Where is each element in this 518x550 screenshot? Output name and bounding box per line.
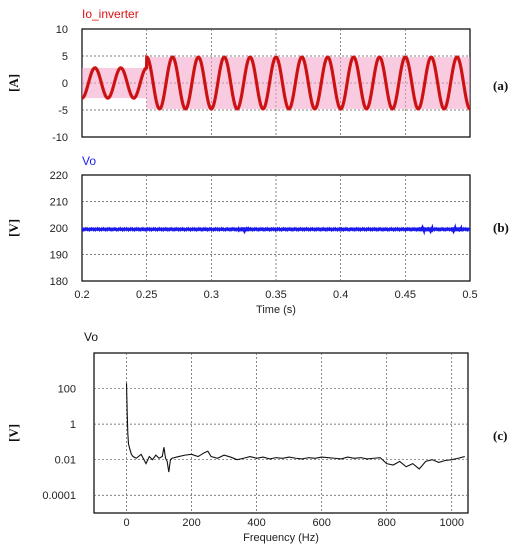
- x-tick-label: 1000: [439, 517, 463, 529]
- plot-area: [82, 223, 470, 236]
- chart-title: Vo: [84, 330, 98, 344]
- y-tick-label: 200: [50, 223, 68, 235]
- y-tick-label: 180: [50, 276, 68, 288]
- y-axis-label: [A]: [6, 74, 21, 92]
- chart-panel-b: 220 210 200 190 180 0.2 0.25 0.3 0.35 0.4 0.45 0.5 V…: [6, 154, 509, 316]
- y-axis-label: [V]: [6, 424, 21, 442]
- y-tick-label: 1: [70, 419, 76, 431]
- y-tick-label: 0.0001: [42, 490, 76, 502]
- x-tick-label: 0.5: [462, 289, 477, 301]
- y-tick-label: 0.01: [55, 455, 76, 467]
- y-tick-label: -5: [58, 105, 68, 117]
- x-tick-label: 0.35: [265, 289, 286, 301]
- panel-tag: (c): [493, 428, 507, 443]
- series-line-core: [82, 56, 470, 110]
- y-tick-label: 220: [50, 170, 68, 182]
- x-tick-label: 200: [182, 517, 200, 529]
- chart-title: Vo: [82, 154, 96, 168]
- plot-area: [82, 54, 470, 111]
- x-tick-label: 600: [312, 517, 330, 529]
- series-line: [82, 223, 470, 236]
- x-axis-label: Time (s): [256, 304, 296, 316]
- y-tick-label: 0: [62, 78, 68, 90]
- x-tick-label: 0.2: [74, 289, 89, 301]
- x-tick-label: 400: [247, 517, 265, 529]
- y-tick-label: 10: [56, 24, 68, 36]
- y-tick-label: 190: [50, 250, 68, 262]
- x-tick-label: 0.25: [136, 289, 157, 301]
- panel-tag: (b): [493, 220, 509, 235]
- chart-title: Io_inverter: [82, 7, 139, 21]
- plot-area: [125, 383, 465, 473]
- x-tick-label: 0.3: [204, 289, 219, 301]
- x-tick-label: 800: [378, 517, 396, 529]
- chart-panel-a: 10 5 0 -5 -10 Io_inverter [A] (a): [6, 7, 508, 144]
- panel-tag: (a): [493, 78, 508, 93]
- x-tick-label: 0.4: [333, 289, 348, 301]
- y-tick-label: 210: [50, 197, 68, 209]
- y-tick-label: 100: [58, 384, 76, 396]
- grid: [94, 353, 468, 513]
- series-line: [125, 383, 465, 473]
- x-tick-label: 0.45: [395, 289, 416, 301]
- x-tick-label: 0: [123, 517, 129, 529]
- y-tick-label: 5: [62, 51, 68, 63]
- chart-panel-c: 100 1 0.01 0.0001 0 200 400 600 800 1000 Vo [V] Freq…: [6, 330, 507, 544]
- y-axis-label: [V]: [6, 219, 21, 237]
- y-tick-label: -10: [52, 132, 68, 144]
- plot-frame: [93, 352, 469, 514]
- x-axis-label: Frequency (Hz): [243, 532, 319, 544]
